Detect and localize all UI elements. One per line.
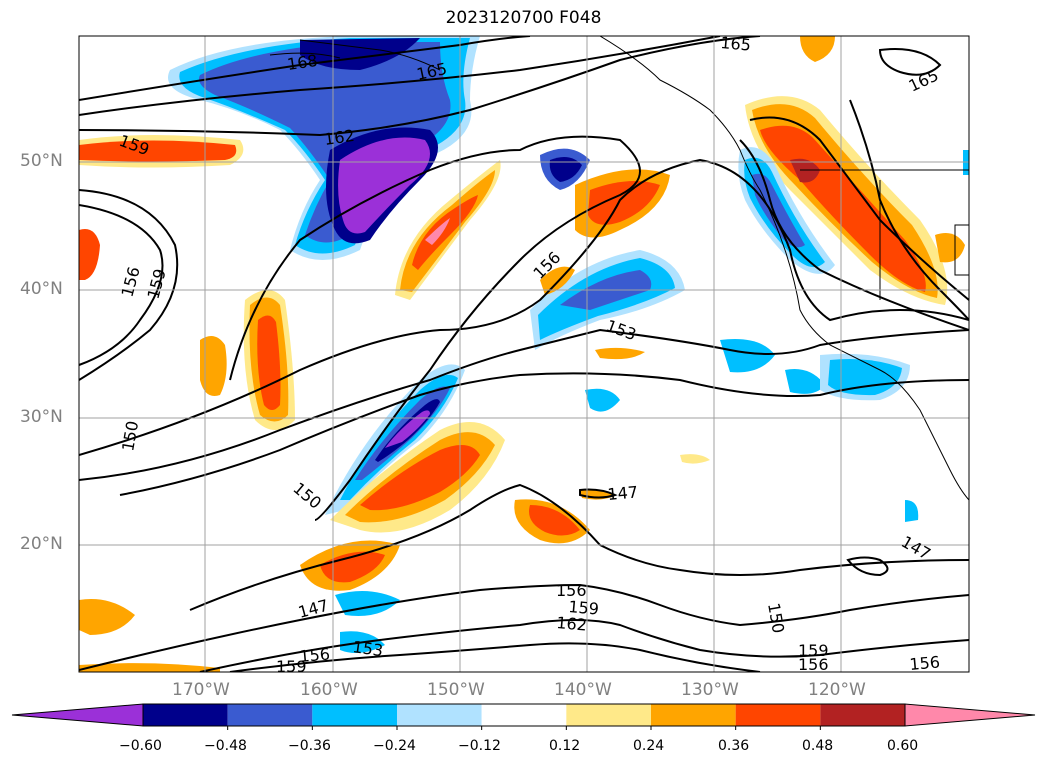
lon-label: 130°W [681, 680, 739, 700]
contour-label: 156 [798, 655, 829, 674]
contour-label: 156 [556, 581, 587, 600]
colorbar-tick-label: 0.36 [718, 738, 750, 754]
map-plot: 168 165 165 165 162 159 156 159 156 153 … [78, 33, 970, 676]
colorbar-tick-label: 0.12 [549, 738, 581, 754]
positive-anomaly-center-band [395, 160, 501, 300]
contour-label: 147 [607, 482, 639, 504]
map-fields [79, 36, 969, 672]
colorbar-tick-label: −0.12 [458, 738, 501, 754]
lon-label: 120°W [808, 680, 866, 700]
colorbar-segment [143, 704, 228, 726]
colorbar-segment [397, 704, 482, 726]
contour-label: 162 [556, 613, 588, 635]
lon-label: 140°W [554, 680, 612, 700]
contour-label: 153 [351, 637, 384, 660]
colorbar-extend-min [11, 703, 144, 727]
lon-label: 170°W [172, 680, 230, 700]
lon-label: 150°W [427, 680, 485, 700]
colorbar-segment [566, 704, 651, 726]
negative-anomaly-north-blob [168, 36, 480, 260]
positive-anomaly-northeast-band [738, 36, 969, 305]
colorbar-tick-label: −0.60 [119, 738, 162, 754]
colorbar-segment [227, 704, 313, 726]
colorbar-tick-label: 0.48 [802, 738, 834, 754]
contour-label: 168 [286, 51, 319, 74]
contour-label: 159 [798, 641, 829, 660]
map-frame [78, 35, 970, 673]
positive-anomaly-left-band [79, 135, 295, 672]
negative-anomaly-diagonal-band [325, 364, 465, 515]
contour-label: 159 [276, 657, 307, 676]
positive-anomaly-southwest-band [300, 422, 590, 591]
lon-label: 160°W [300, 680, 358, 700]
colorbar-segment [651, 704, 736, 726]
colorbar-tick-label: −0.36 [288, 738, 331, 754]
map-title: 2023120700 F048 [445, 8, 602, 28]
contour-label: 156 [299, 644, 331, 666]
contour-label: 165 [720, 33, 752, 55]
colorbar-tick-label: −0.24 [373, 738, 416, 754]
contour-label: 162 [323, 126, 356, 149]
gridlines [79, 36, 969, 672]
contour-label: 156 [909, 652, 941, 674]
lat-label: 30°N [20, 407, 63, 427]
colorbar-segment [735, 704, 821, 726]
colorbar-outline [142, 703, 906, 727]
lat-label: 50°N [20, 151, 63, 171]
contour-label: 159 [568, 597, 600, 619]
colorbar-segment [481, 704, 567, 726]
mixed-anomaly-center-east [335, 148, 919, 654]
height-contours [79, 36, 969, 672]
colorbar-tick-label: 0.60 [887, 738, 919, 754]
colorbar-segment [312, 704, 397, 726]
lat-label: 20°N [20, 534, 63, 554]
colorbar-segment [820, 704, 905, 726]
colorbar-extend-max [904, 703, 1036, 727]
lat-label: 40°N [20, 279, 63, 299]
colorbar-tick-label: −0.48 [204, 738, 247, 754]
colorbar-tick-label: 0.24 [633, 738, 665, 754]
